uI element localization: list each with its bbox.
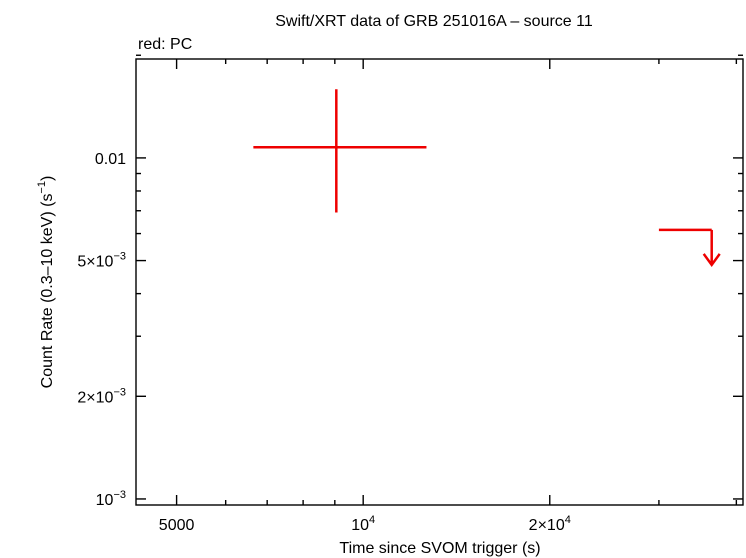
y-axis-label-tail: ) <box>39 176 56 181</box>
y-tick-label: 2×10−3 <box>77 386 126 406</box>
y-axis-label-sup: −1 <box>36 181 48 194</box>
chart-title: Swift/XRT data of GRB 251016A – source 1… <box>275 13 593 30</box>
plot-frame <box>135 58 744 506</box>
y-tick-label: 5×10−3 <box>77 251 126 271</box>
y-axis-label-main: Count Rate (0.3–10 keV) (s <box>39 194 56 389</box>
x-tick-labels: 5000 104 2×104 <box>159 514 571 534</box>
x-tick-label: 104 <box>351 514 375 534</box>
y-tick-labels: 0.01 5×10−3 2×10−3 10−3 <box>77 151 126 509</box>
chart-subtitle: red: PC <box>138 36 192 53</box>
y-tick-label: 0.01 <box>95 151 126 168</box>
data-point <box>253 89 427 213</box>
x-tick-label: 5000 <box>159 517 195 534</box>
y-axis-label: Count Rate (0.3–10 keV) (s−1) <box>36 176 56 389</box>
upper-limit <box>658 228 721 268</box>
y-tick-label: 10−3 <box>96 489 126 509</box>
x-tick-label: 2×104 <box>529 514 571 534</box>
tick-marks <box>136 54 743 505</box>
x-axis-label: Time since SVOM trigger (s) <box>339 540 540 557</box>
upper-limit-arrow-head <box>702 253 721 268</box>
data-marks <box>253 89 721 268</box>
